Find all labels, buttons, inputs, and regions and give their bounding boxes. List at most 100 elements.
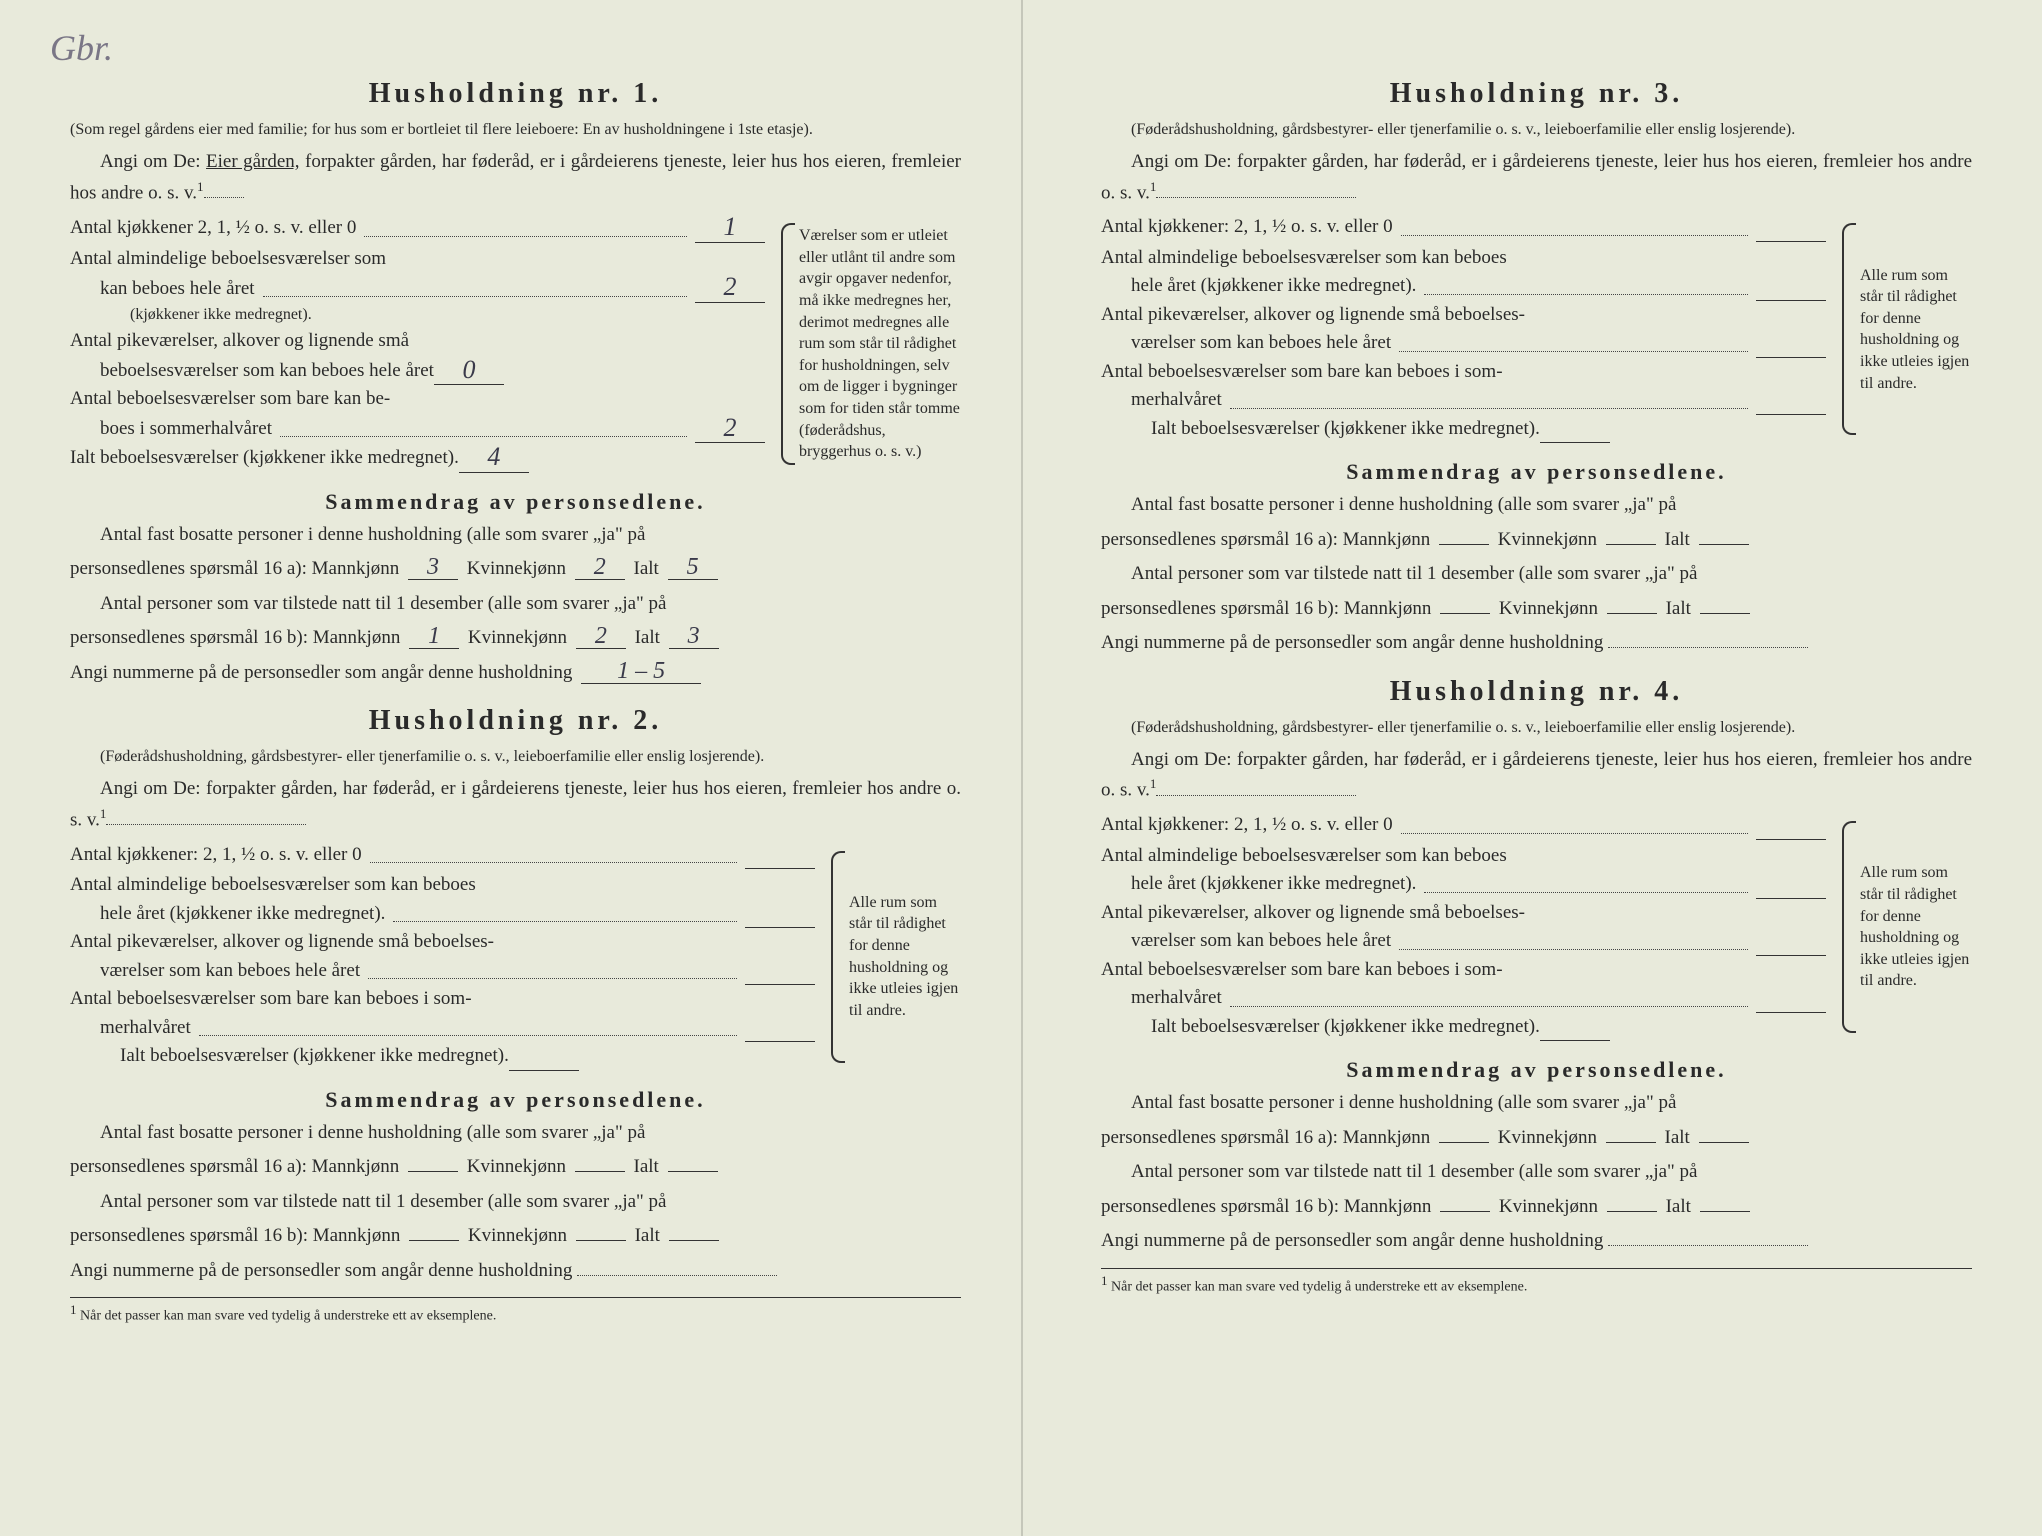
blank bbox=[1756, 995, 1826, 1013]
blank bbox=[204, 182, 244, 198]
dots bbox=[393, 921, 737, 922]
q3: Antal pikeværelser, alkover og lignende … bbox=[70, 928, 815, 985]
s1-m16a: 3 bbox=[408, 555, 458, 580]
q3b: værelser som kan beboes hele året bbox=[1101, 927, 1391, 956]
samm4-title: Sammendrag av personsedlene. bbox=[1101, 1057, 1972, 1083]
text: Angi nummerne på de personsedler som ang… bbox=[70, 1260, 572, 1281]
s1-l2b-text: personsedlenes spørsmål 16 b): Mannkjønn bbox=[70, 627, 400, 648]
q4b: boes i sommerhalvåret bbox=[70, 415, 272, 444]
brace-icon bbox=[781, 223, 795, 464]
s4-l2b: personsedlenes spørsmål 16 b): Mannkjønn… bbox=[1101, 1193, 1972, 1222]
blank bbox=[1608, 632, 1808, 648]
hh4-rooms-left: Antal kjøkkener: 2, 1, ½ o. s. v. eller … bbox=[1101, 811, 1826, 1043]
hh3-note: Alle rum som står til rådighet for denne… bbox=[1842, 213, 1972, 445]
blank bbox=[1756, 224, 1826, 242]
q4a: Antal beboelsesværelser som bare kan beb… bbox=[70, 985, 815, 1014]
q2-value: 2 bbox=[695, 273, 765, 303]
q1: Antal kjøkkener: 2, 1, ½ o. s. v. eller … bbox=[1101, 811, 1826, 840]
q3a: Antal pikeværelser, alkover og lignende … bbox=[1101, 899, 1826, 928]
s1-nums: 1 – 5 bbox=[581, 659, 701, 684]
blank bbox=[576, 1223, 626, 1241]
blank bbox=[509, 1053, 579, 1071]
blank bbox=[1699, 1125, 1749, 1143]
q5: Ialt beboelsesværelser (kjøkkener ikke m… bbox=[1101, 1013, 1826, 1042]
angi-pre: Angi om De: bbox=[100, 151, 206, 172]
s1-i16a: 5 bbox=[668, 555, 718, 580]
blank bbox=[668, 1154, 718, 1172]
q1-value: 1 bbox=[695, 213, 765, 243]
q2: Antal almindelige beboelsesværelser som … bbox=[1101, 842, 1826, 899]
hh2-title: Husholdning nr. 2. bbox=[70, 705, 961, 737]
blank bbox=[1756, 938, 1826, 956]
q3-value: 0 bbox=[434, 356, 504, 386]
hh4-rooms-block: Antal kjøkkener: 2, 1, ½ o. s. v. eller … bbox=[1101, 811, 1972, 1043]
blank bbox=[1607, 596, 1657, 614]
blank bbox=[1756, 397, 1826, 415]
s1-k16b: 2 bbox=[576, 624, 626, 649]
dots bbox=[1399, 949, 1748, 950]
q5-label: Ialt beboelsesværelser (kjøkkener ikke m… bbox=[120, 1042, 509, 1071]
q1-label: Antal kjøkkener: 2, 1, ½ o. s. v. eller … bbox=[70, 841, 362, 870]
q4a: Antal beboelsesværelser som bare kan beb… bbox=[1101, 358, 1826, 387]
q4b: merhalvåret bbox=[70, 1014, 191, 1043]
q3b: værelser som kan beboes hele året bbox=[70, 957, 360, 986]
s1-m16b: 1 bbox=[409, 624, 459, 649]
ialt: Ialt bbox=[635, 627, 660, 648]
text: personsedlenes spørsmål 16 b): Mannkjønn bbox=[1101, 1196, 1431, 1217]
blank bbox=[1156, 182, 1356, 198]
dots bbox=[1424, 294, 1748, 295]
s1-l2b: personsedlenes spørsmål 16 b): Mannkjønn… bbox=[70, 624, 961, 653]
right-page: Husholdning nr. 3. (Føderådshusholdning,… bbox=[1021, 0, 2042, 1536]
kv: Kvinnekjønn bbox=[468, 1225, 567, 1246]
blank bbox=[745, 910, 815, 928]
q1: Antal kjøkkener: 2, 1, ½ o. s. v. eller … bbox=[70, 841, 815, 870]
ialt: Ialt bbox=[634, 1156, 659, 1177]
blank bbox=[1439, 1125, 1489, 1143]
dots bbox=[1424, 892, 1748, 893]
q5-value: 4 bbox=[459, 443, 529, 473]
dots bbox=[1401, 235, 1748, 236]
footnote-left: 1 Når det passer kan man svare ved tydel… bbox=[70, 1297, 961, 1325]
blank bbox=[106, 809, 306, 825]
hh4-angi: Angi om De: forpakter gården, har føderå… bbox=[1101, 746, 1972, 805]
blank bbox=[1607, 1194, 1657, 1212]
footnote-right: 1 Når det passer kan man svare ved tydel… bbox=[1101, 1268, 1972, 1296]
blank bbox=[745, 967, 815, 985]
q2b: hele året (kjøkkener ikke medregnet). bbox=[1101, 272, 1416, 301]
brace-icon bbox=[1842, 821, 1856, 1033]
q3: Antal pikeværelser, alkover og lignende … bbox=[1101, 899, 1826, 956]
s2-l2a: Antal personer som var tilstede natt til… bbox=[70, 1188, 961, 1217]
s4-l2a: Antal personer som var tilstede natt til… bbox=[1101, 1158, 1972, 1187]
text: Angi nummerne på de personsedler som ang… bbox=[1101, 1230, 1603, 1251]
q2b: kan beboes hele året bbox=[70, 275, 255, 304]
dots bbox=[1230, 408, 1748, 409]
s1-k16a: 2 bbox=[575, 555, 625, 580]
q2b: hele året (kjøkkener ikke medregnet). bbox=[1101, 870, 1416, 899]
blank bbox=[669, 1223, 719, 1241]
dots bbox=[364, 236, 687, 237]
q1: Antal kjøkkener: 2, 1, ½ o. s. v. eller … bbox=[1101, 213, 1826, 242]
blank bbox=[1700, 1194, 1750, 1212]
blank bbox=[577, 1260, 777, 1276]
ialt: Ialt bbox=[1666, 598, 1691, 619]
fn-text: Når det passer kan man svare ved tydelig… bbox=[77, 1309, 497, 1324]
hh3-intro: (Føderådshusholdning, gårdsbestyrer- ell… bbox=[1101, 118, 1972, 142]
hh3-rooms-block: Antal kjøkkener: 2, 1, ½ o. s. v. eller … bbox=[1101, 213, 1972, 445]
s1-i16b: 3 bbox=[669, 624, 719, 649]
q3a: Antal pikeværelser, alkover og lignende … bbox=[70, 327, 765, 356]
text: personsedlenes spørsmål 16 a): Mannkjønn bbox=[70, 1156, 399, 1177]
dots bbox=[370, 862, 737, 863]
q4: Antal beboelsesværelser som bare kan be-… bbox=[70, 385, 765, 443]
s3-l2b: personsedlenes spørsmål 16 b): Mannkjønn… bbox=[1101, 595, 1972, 624]
q2a: Antal almindelige beboelsesværelser som … bbox=[1101, 842, 1826, 871]
blank bbox=[1440, 596, 1490, 614]
dots bbox=[1399, 351, 1748, 352]
blank bbox=[1606, 527, 1656, 545]
q3b: værelser som kan beboes hele året bbox=[1101, 329, 1391, 358]
text: Alle rum som står til rådighet for denne… bbox=[1860, 862, 1972, 992]
hh1-title: Husholdning nr. 1. bbox=[70, 78, 961, 110]
hh3-angi: Angi om De: forpakter gården, har føderå… bbox=[1101, 148, 1972, 207]
q5: Ialt beboelsesværelser (kjøkkener ikke m… bbox=[70, 443, 765, 473]
q2: Antal almindelige beboelsesværelser som … bbox=[1101, 244, 1826, 301]
text: Alle rum som står til rådighet for denne… bbox=[1860, 265, 1972, 395]
